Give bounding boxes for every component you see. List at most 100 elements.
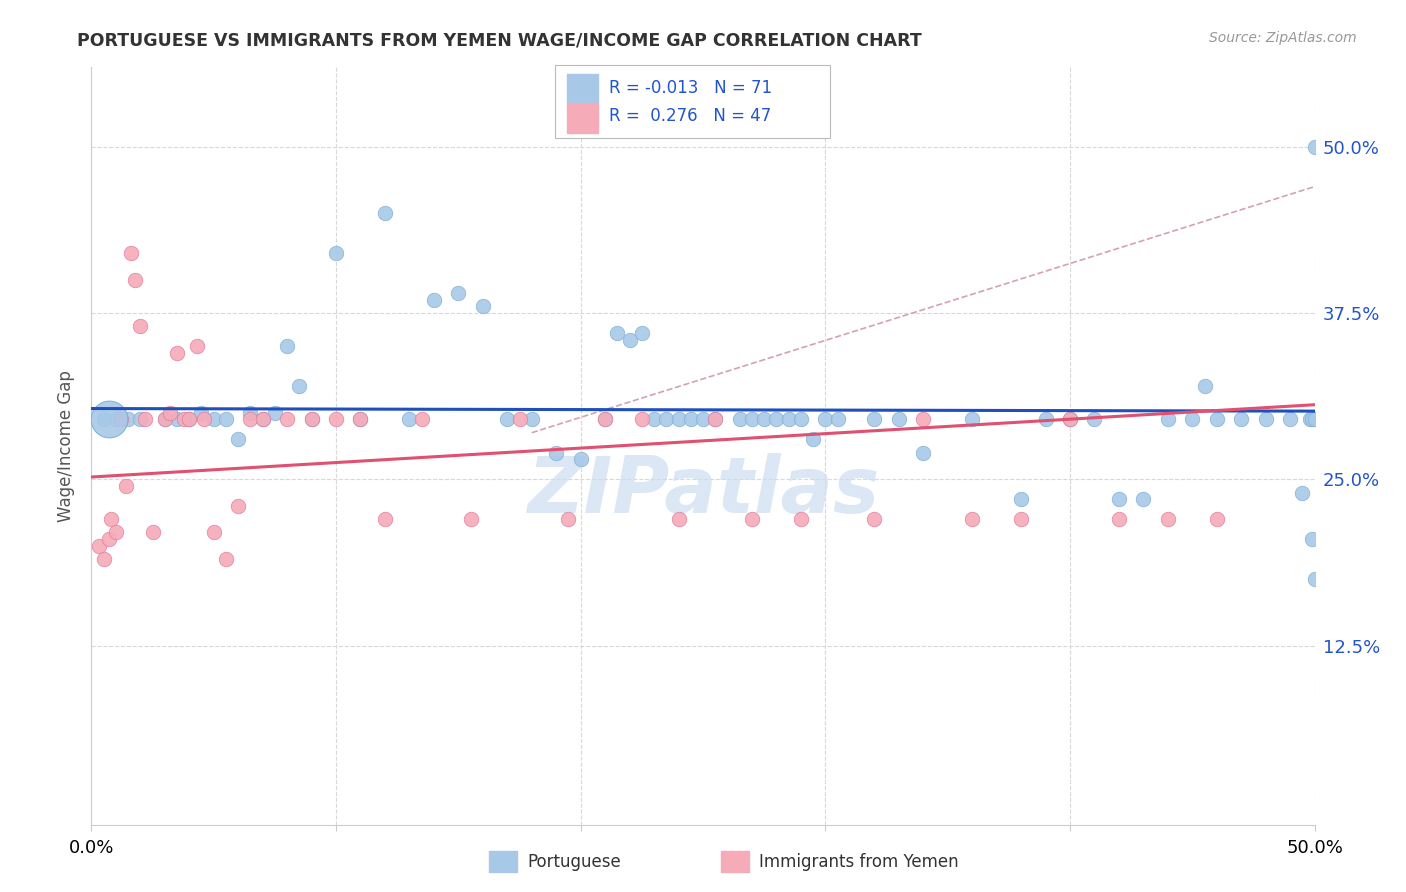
Point <box>215 552 238 566</box>
Point <box>252 412 274 426</box>
Point <box>1108 492 1130 507</box>
Point <box>1254 412 1277 426</box>
Point <box>325 412 347 426</box>
Point <box>179 412 201 426</box>
Point <box>619 333 641 347</box>
Text: ZIPatlas: ZIPatlas <box>527 453 879 530</box>
Point <box>655 412 678 426</box>
Point <box>546 445 568 459</box>
Point <box>301 412 323 426</box>
Point <box>1059 412 1081 426</box>
Point <box>1194 379 1216 393</box>
Point <box>93 412 115 426</box>
Point <box>790 412 813 426</box>
Point <box>1181 412 1204 426</box>
Point <box>252 412 274 426</box>
Y-axis label: Wage/Income Gap: Wage/Income Gap <box>56 370 75 522</box>
Point <box>193 412 215 426</box>
Point <box>569 452 592 467</box>
Point <box>668 412 690 426</box>
Point <box>704 412 727 426</box>
Point <box>679 412 702 426</box>
Point <box>1205 412 1227 426</box>
Point <box>117 412 139 426</box>
Point <box>765 412 787 426</box>
Point <box>1083 412 1105 426</box>
Text: Immigrants from Yemen: Immigrants from Yemen <box>759 853 959 871</box>
Point <box>301 412 323 426</box>
Point <box>1299 412 1322 426</box>
Point <box>1035 412 1057 426</box>
Point <box>778 412 800 426</box>
Point <box>239 412 262 426</box>
Point <box>1303 572 1326 586</box>
Point <box>631 412 654 426</box>
Point <box>264 406 287 420</box>
Point <box>215 412 238 426</box>
Point <box>1157 512 1180 526</box>
Point <box>179 412 201 426</box>
Point <box>226 433 249 447</box>
Point <box>349 412 371 426</box>
Point <box>141 525 163 540</box>
Point <box>226 499 249 513</box>
Point <box>863 512 886 526</box>
Point <box>754 412 776 426</box>
Point <box>1010 512 1032 526</box>
Point <box>912 412 935 426</box>
Point <box>104 412 127 426</box>
Point <box>814 412 837 426</box>
Point <box>1301 412 1323 426</box>
Text: R =  0.276   N = 47: R = 0.276 N = 47 <box>609 107 770 125</box>
Point <box>129 412 152 426</box>
Point <box>557 512 579 526</box>
Point <box>190 406 212 420</box>
Point <box>110 412 132 426</box>
Point <box>520 412 543 426</box>
Point <box>643 412 665 426</box>
Point <box>276 412 298 426</box>
Point <box>790 512 813 526</box>
Point <box>1303 139 1326 153</box>
Point <box>93 552 115 566</box>
Text: Source: ZipAtlas.com: Source: ZipAtlas.com <box>1209 31 1357 45</box>
Point <box>374 512 396 526</box>
Text: Portuguese: Portuguese <box>527 853 621 871</box>
Point <box>411 412 433 426</box>
Point <box>104 525 127 540</box>
Point <box>124 273 146 287</box>
Point <box>593 412 616 426</box>
Point <box>471 299 494 313</box>
Point <box>202 525 225 540</box>
Point <box>87 539 110 553</box>
Point <box>134 412 156 426</box>
Point <box>1301 532 1323 546</box>
Point <box>398 412 420 426</box>
Point <box>704 412 727 426</box>
Point <box>153 412 176 426</box>
Point <box>887 412 910 426</box>
Point <box>166 412 188 426</box>
Point <box>912 445 935 459</box>
Point <box>1291 485 1313 500</box>
Point <box>827 412 849 426</box>
Point <box>153 412 176 426</box>
Point <box>349 412 371 426</box>
Point <box>1059 412 1081 426</box>
Point <box>1132 492 1154 507</box>
Point <box>288 379 311 393</box>
Point <box>423 293 446 307</box>
Point <box>159 406 181 420</box>
Point <box>1010 492 1032 507</box>
Point <box>741 512 763 526</box>
Point <box>100 512 122 526</box>
Point <box>276 339 298 353</box>
Point <box>186 339 208 353</box>
Text: PORTUGUESE VS IMMIGRANTS FROM YEMEN WAGE/INCOME GAP CORRELATION CHART: PORTUGUESE VS IMMIGRANTS FROM YEMEN WAGE… <box>77 31 922 49</box>
Point <box>97 412 120 426</box>
Point <box>460 512 482 526</box>
Point <box>166 346 188 360</box>
Point <box>447 286 470 301</box>
Point <box>1230 412 1253 426</box>
Point <box>728 412 751 426</box>
